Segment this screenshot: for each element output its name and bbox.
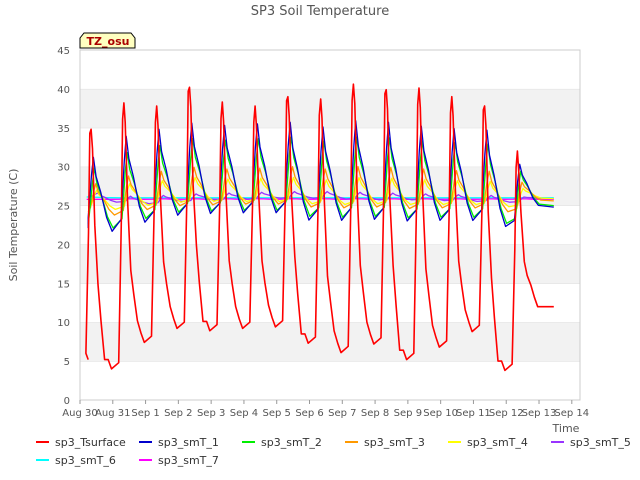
chart-title: SP3 Soil Temperature xyxy=(251,4,389,19)
x-tick-label: Sep 9 xyxy=(394,408,422,419)
grid-band xyxy=(80,322,580,362)
x-tick-label: Sep 12 xyxy=(489,408,524,419)
legend-label: sp3_smT_1 xyxy=(158,436,219,449)
plot-frame xyxy=(79,49,581,401)
y-tick-label: 10 xyxy=(57,318,70,329)
grid-band xyxy=(80,244,580,284)
x-tick-label: Sep 2 xyxy=(164,408,192,419)
x-tick-label: Sep 7 xyxy=(328,408,356,419)
x-tick-label: Sep 4 xyxy=(230,408,258,419)
x-tick-label: Sep 6 xyxy=(295,408,323,419)
grid-band xyxy=(80,205,580,245)
grid-band xyxy=(80,50,580,89)
x-tick-label: Sep 14 xyxy=(554,408,589,419)
y-tick-label: 35 xyxy=(57,124,70,135)
legend-label: sp3_smT_7 xyxy=(158,454,219,467)
legend-label: sp3_smT_2 xyxy=(261,436,322,449)
x-tick-label: Sep 11 xyxy=(456,408,491,419)
legend-label: sp3_smT_4 xyxy=(467,436,528,449)
series-lines xyxy=(85,83,554,372)
grid-band xyxy=(80,88,580,128)
legend-label: sp3_smT_5 xyxy=(570,436,631,449)
y-axis-ticks: 0 5 10 15 20 25 30 35 40 45 xyxy=(57,46,70,407)
legend-label: sp3_smT_3 xyxy=(364,436,425,449)
y-tick-label: 25 xyxy=(57,202,70,213)
y-tick-label: 20 xyxy=(57,240,70,251)
y-tick-label: 0 xyxy=(64,396,70,407)
y-tick-label: 45 xyxy=(57,46,70,57)
legend: sp3_Tsurface sp3_smT_1 sp3_smT_2 sp3_smT_3 s… xyxy=(36,436,631,467)
tz-badge: TZ_osu xyxy=(79,32,136,49)
x-tick-label: Sep 10 xyxy=(423,408,458,419)
x-axis-label: Time xyxy=(552,422,580,435)
legend-label: sp3_smT_6 xyxy=(55,454,116,467)
legend-label: sp3_Tsurface xyxy=(55,436,126,449)
tz-badge-label: TZ_osu xyxy=(87,35,130,48)
grid-band xyxy=(80,361,580,400)
y-tick-label: 15 xyxy=(57,279,70,290)
x-tick-label: Sep 13 xyxy=(522,408,557,419)
y-tick-label: 40 xyxy=(57,85,70,96)
x-tick-label: Aug 30 xyxy=(62,408,97,419)
x-tick-label: Sep 3 xyxy=(197,408,225,419)
y-tick-label: 5 xyxy=(64,357,70,368)
y-tick-label: 30 xyxy=(57,163,70,174)
x-tick-label: Sep 5 xyxy=(263,408,291,419)
x-tick-label: Aug 31 xyxy=(95,408,130,419)
x-tick-label: Sep 1 xyxy=(131,408,159,419)
y-axis-label: Soil Temperature (C) xyxy=(7,169,20,282)
series-line-sp3_Tsurface xyxy=(85,83,554,372)
x-tick-label: Sep 8 xyxy=(361,408,389,419)
